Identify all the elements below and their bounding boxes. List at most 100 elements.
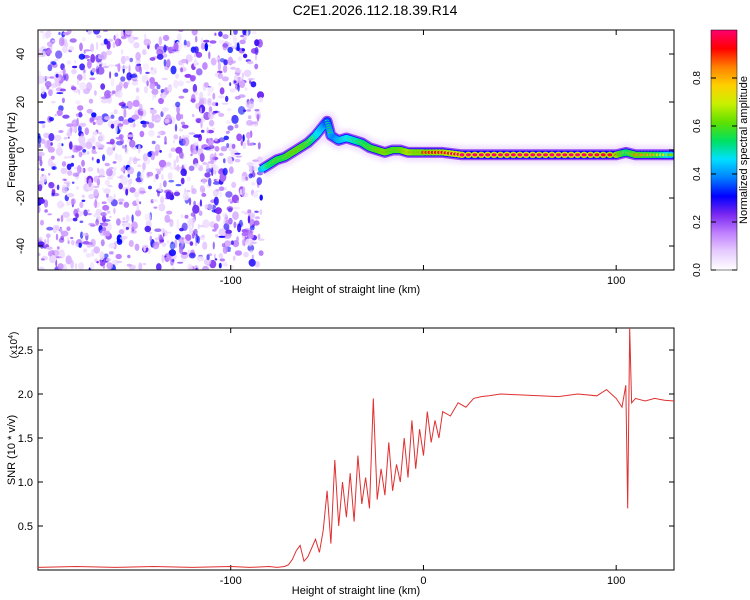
- noise-speck: [86, 151, 90, 155]
- noise-speck: [217, 73, 223, 79]
- noise-region: [38, 30, 265, 270]
- noise-speck: [213, 196, 219, 206]
- noise-speck: [246, 131, 251, 139]
- noise-speck: [42, 31, 46, 40]
- noise-speck: [48, 89, 53, 97]
- noise-speck: [158, 97, 164, 105]
- noise-speck: [69, 141, 73, 150]
- noise-speck: [245, 238, 252, 246]
- noise-speck: [92, 145, 96, 151]
- noise-speck: [120, 76, 126, 82]
- noise-speck: [127, 160, 132, 166]
- noise-speck: [223, 187, 227, 191]
- noise-speck: [66, 123, 74, 127]
- noise-speck: [234, 96, 241, 100]
- noise-speck: [138, 262, 143, 270]
- noise-speck: [115, 38, 119, 47]
- noise-speck: [258, 238, 265, 241]
- noise-speck: [257, 233, 261, 240]
- noise-speck: [62, 211, 70, 218]
- noise-speck: [175, 183, 182, 187]
- noise-speck: [161, 254, 165, 263]
- noise-speck: [38, 252, 41, 257]
- noise-speck: [196, 256, 205, 262]
- noise-speck: [75, 100, 81, 105]
- noise-speck: [79, 220, 84, 224]
- noise-speck: [203, 258, 212, 266]
- noise-speck: [116, 218, 121, 226]
- noise-speck: [159, 234, 163, 244]
- noise-speck: [78, 53, 86, 60]
- noise-speck: [178, 60, 183, 66]
- noise-speck: [203, 97, 207, 105]
- noise-speck: [236, 236, 239, 243]
- noise-speck: [179, 128, 182, 132]
- noise-speck: [103, 38, 108, 45]
- noise-speck: [75, 213, 79, 219]
- noise-speck: [160, 195, 164, 201]
- noise-speck: [95, 219, 99, 226]
- noise-speck: [157, 187, 162, 192]
- noise-speck: [49, 117, 54, 122]
- noise-speck: [178, 95, 185, 99]
- noise-speck: [226, 206, 234, 212]
- noise-speck: [109, 167, 114, 170]
- noise-speck: [133, 42, 140, 49]
- noise-speck: [91, 156, 94, 161]
- noise-speck: [129, 139, 136, 148]
- ridge-core: [485, 153, 491, 157]
- noise-speck: [241, 72, 244, 79]
- noise-speck: [79, 82, 87, 91]
- noise-speck: [133, 36, 139, 40]
- noise-speck: [79, 201, 84, 209]
- noise-speck: [216, 213, 221, 222]
- colorbar: 0.0 0.2 0.4 0.6 0.8 Normalized spectral ampl…: [692, 29, 750, 277]
- noise-speck: [230, 240, 234, 245]
- ridge-core: [575, 153, 580, 157]
- noise-speck: [113, 109, 118, 115]
- noise-speck: [74, 263, 78, 269]
- noise-speck: [60, 235, 65, 241]
- noise-speck: [55, 225, 60, 231]
- noise-speck: [158, 36, 163, 46]
- noise-speck: [88, 193, 95, 200]
- noise-speck: [204, 147, 211, 151]
- noise-speck: [215, 102, 219, 106]
- noise-speck: [90, 238, 96, 248]
- noise-speck: [188, 252, 196, 259]
- noise-speck: [60, 167, 68, 174]
- noise-speck: [126, 166, 135, 175]
- noise-speck: [207, 92, 211, 97]
- noise-speck: [41, 258, 45, 261]
- noise-speck: [181, 124, 189, 129]
- noise-speck: [47, 250, 53, 257]
- noise-speck: [88, 178, 92, 188]
- ridge-core: [472, 153, 478, 157]
- noise-speck: [195, 35, 198, 43]
- noise-speck: [77, 164, 82, 174]
- noise-speck: [128, 240, 134, 247]
- noise-speck: [131, 214, 134, 223]
- noise-speck: [119, 138, 125, 145]
- noise-speck: [93, 246, 100, 254]
- ridge-core: [568, 153, 574, 157]
- noise-speck: [199, 185, 206, 194]
- noise-speck: [96, 158, 100, 164]
- noise-speck: [161, 242, 167, 247]
- noise-speck: [231, 114, 239, 124]
- noise-speck: [138, 187, 146, 195]
- noise-speck: [87, 167, 94, 172]
- noise-speck: [56, 109, 63, 117]
- noise-speck: [126, 100, 133, 110]
- noise-speck: [143, 38, 151, 46]
- noise-speck: [176, 261, 184, 264]
- noise-speck: [237, 56, 243, 62]
- noise-speck: [93, 185, 100, 189]
- noise-speck: [218, 262, 222, 269]
- noise-speck: [90, 53, 96, 63]
- noise-speck: [240, 175, 246, 183]
- noise-speck: [66, 60, 72, 65]
- noise-speck: [218, 39, 225, 44]
- noise-speck: [239, 39, 246, 45]
- noise-speck: [110, 78, 115, 87]
